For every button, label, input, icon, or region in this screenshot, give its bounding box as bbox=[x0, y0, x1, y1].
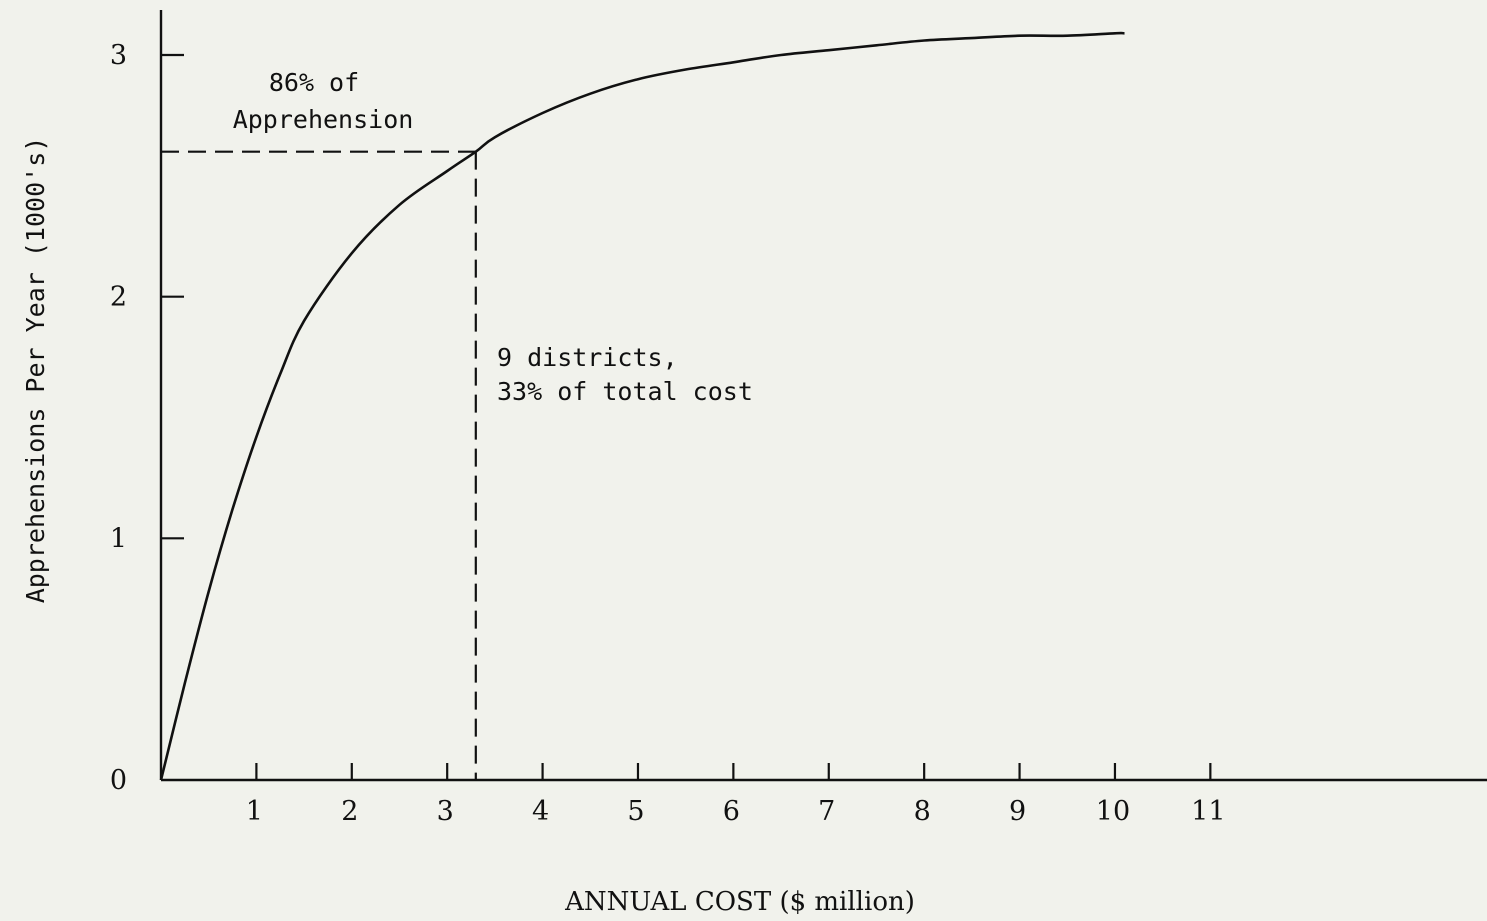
axes bbox=[159, 10, 1487, 782]
x-tick-label-1: 1 bbox=[246, 796, 263, 827]
x-tick-label-10: 10 bbox=[1096, 796, 1130, 827]
tick-marks bbox=[161, 53, 1212, 780]
x-tick-label-11: 11 bbox=[1191, 796, 1225, 827]
annotation-apprehension-line2: Apprehension bbox=[233, 105, 414, 134]
x-tick-label-5: 5 bbox=[627, 796, 644, 827]
y-axis-label: Apprehensions Per Year (1000's) bbox=[21, 137, 50, 604]
x-tick-label-7: 7 bbox=[818, 796, 835, 827]
series-line-0 bbox=[159, 31, 1125, 781]
marker-guides bbox=[161, 150, 477, 780]
annotation-districts-line2: 33% of total cost bbox=[497, 377, 753, 406]
y-tick-label-1: 1 bbox=[110, 523, 127, 554]
y-tick-label-0: 0 bbox=[110, 765, 127, 796]
x-tick-label-6: 6 bbox=[723, 796, 740, 827]
x-tick-label-8: 8 bbox=[914, 796, 931, 827]
x-tick-label-3: 3 bbox=[437, 796, 454, 827]
y-tick-label-3: 3 bbox=[110, 40, 127, 71]
x-tick-label-2: 2 bbox=[341, 796, 358, 827]
x-tick-label-4: 4 bbox=[532, 796, 549, 827]
annotation-districts-line1: 9 districts, bbox=[497, 343, 678, 372]
x-tick-label-9: 9 bbox=[1009, 796, 1026, 827]
y-tick-label-2: 2 bbox=[110, 282, 127, 313]
tick-labels: 1 2 3 4 5 6 7 8 9 10 11 0 1 2 3 bbox=[110, 40, 1226, 827]
series-group bbox=[159, 31, 1125, 781]
x-axis-label: ANNUAL COST ($ million) bbox=[564, 887, 915, 917]
annotation-apprehension-line1: 86% of bbox=[269, 68, 359, 97]
